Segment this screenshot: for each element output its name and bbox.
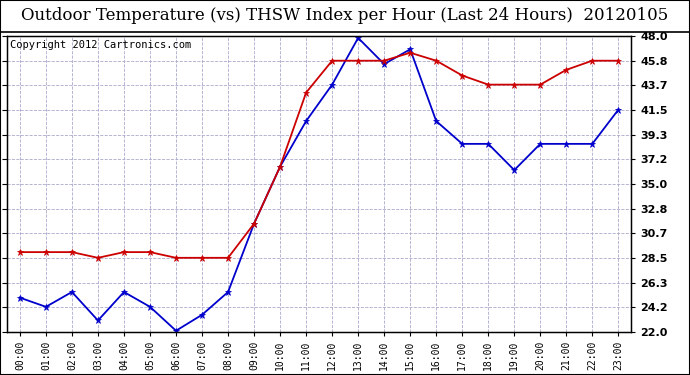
Text: Outdoor Temperature (vs) THSW Index per Hour (Last 24 Hours)  20120105: Outdoor Temperature (vs) THSW Index per … bbox=[21, 8, 669, 24]
Text: Copyright 2012 Cartronics.com: Copyright 2012 Cartronics.com bbox=[10, 40, 191, 50]
